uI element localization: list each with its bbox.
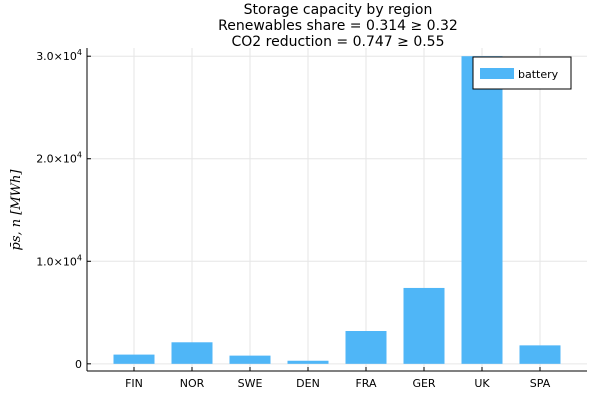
bar-spa bbox=[519, 345, 561, 364]
axes bbox=[86, 48, 587, 372]
title-line-1: Storage capacity by region bbox=[244, 2, 433, 18]
y-tick-label-0: 0 bbox=[75, 358, 82, 371]
x-tick-label-swe: SWE bbox=[238, 377, 263, 390]
x-tick-labels: FIN NOR SWE DEN FRA GER UK SPA bbox=[125, 367, 551, 390]
bar-fra bbox=[345, 331, 387, 364]
legend-swatch bbox=[480, 68, 514, 79]
bar-ger bbox=[403, 287, 445, 364]
x-tick-label-fra: FRA bbox=[355, 377, 377, 390]
y-axis-label: p̄s, n [MWh] bbox=[9, 169, 24, 251]
x-tick-label-ger: GER bbox=[412, 377, 435, 390]
legend: battery bbox=[472, 56, 572, 90]
bars bbox=[113, 56, 561, 364]
bar-fin bbox=[113, 354, 155, 364]
legend-entry-battery: battery bbox=[518, 68, 559, 81]
x-tick-label-den: DEN bbox=[296, 377, 320, 390]
bar-swe bbox=[229, 355, 271, 364]
x-tick-label-fin: FIN bbox=[125, 377, 143, 390]
bar-uk bbox=[461, 56, 503, 364]
x-tick-label-uk: UK bbox=[474, 377, 490, 390]
grid-lines bbox=[87, 48, 587, 371]
x-tick-label-spa: SPA bbox=[530, 377, 551, 390]
bar-nor bbox=[171, 342, 213, 364]
x-tick-label-nor: NOR bbox=[180, 377, 205, 390]
title-line-3: CO2 reduction = 0.747 ≥ 0.55 bbox=[231, 34, 444, 50]
y-tick-label-3: 3.0×104 bbox=[36, 48, 82, 63]
title-line-2: Renewables share = 0.314 ≥ 0.32 bbox=[218, 18, 458, 34]
chart-title: Storage capacity by region Renewables sh… bbox=[218, 2, 458, 50]
bar-den bbox=[287, 360, 329, 364]
y-tick-label-2: 2.0×104 bbox=[36, 151, 82, 166]
y-tick-label-1: 1.0×104 bbox=[36, 253, 82, 268]
y-tick-labels: 0 1.0×104 2.0×104 3.0×104 bbox=[36, 48, 91, 371]
